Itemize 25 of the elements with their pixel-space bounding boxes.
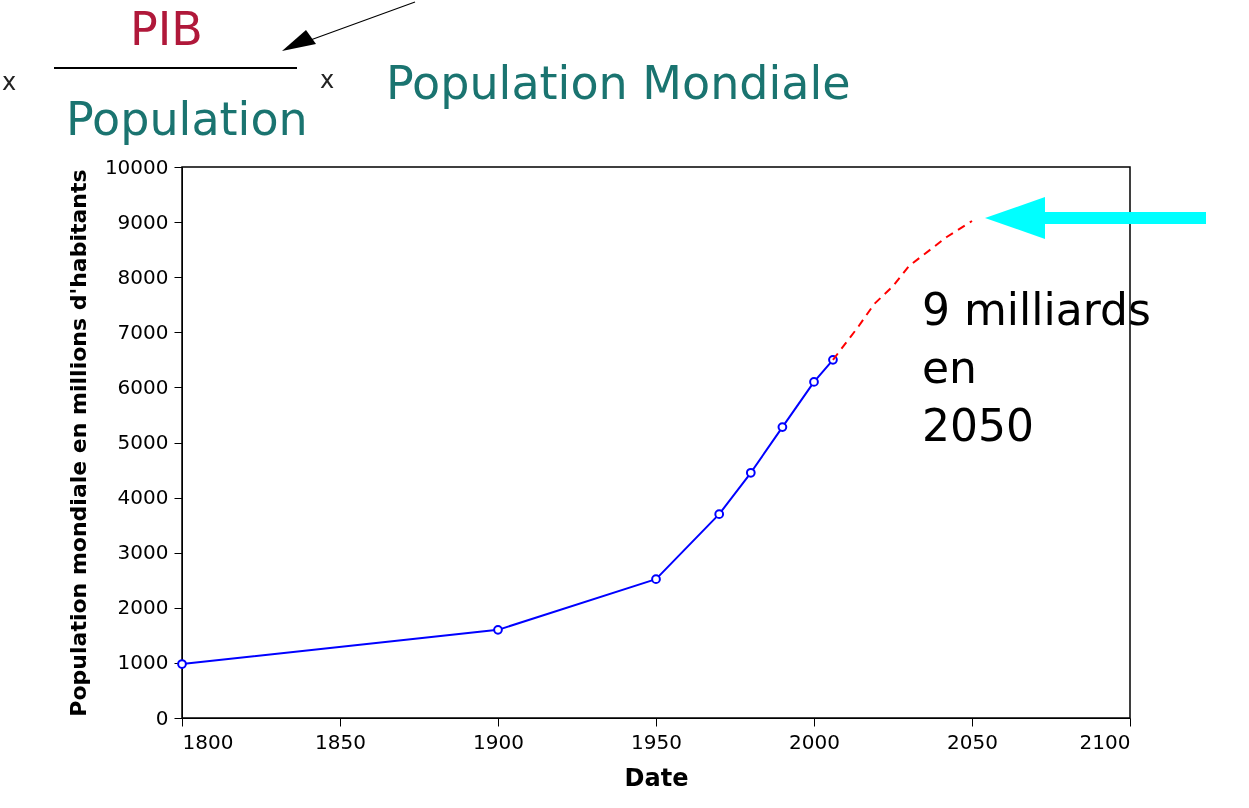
text: x	[320, 66, 335, 94]
y-axis-title: Population mondiale en millions d'habitants	[65, 169, 91, 717]
y-tick-label: 8000	[117, 264, 169, 289]
y-tick-label: 0	[155, 705, 169, 730]
y-tick-label: 10000	[104, 154, 169, 179]
y-tick-label: 6000	[117, 374, 169, 399]
x-tick-label: 2000	[789, 729, 840, 754]
x-tick-label: 1850	[315, 729, 366, 754]
y-tick-label: 1000	[117, 650, 169, 675]
x-tick-label: 1900	[473, 729, 524, 754]
text: PIB	[130, 2, 203, 56]
y-tick-label: 7000	[117, 319, 169, 344]
x-tick-label: 2050	[947, 729, 998, 754]
text: Population Mondiale	[386, 56, 851, 110]
text: Population	[66, 92, 308, 146]
x-axis-title: Date	[624, 763, 689, 792]
text: x	[2, 68, 17, 96]
y-tick-label: 4000	[117, 485, 169, 510]
x-tick-label: 1800	[182, 729, 234, 754]
y-tick-label: 3000	[117, 540, 169, 565]
y-tick-label: 9000	[117, 209, 169, 234]
y-tick-label: 5000	[117, 430, 169, 454]
y-tick-label: 2000	[117, 595, 169, 620]
x-tick-label: 1950	[631, 729, 682, 754]
x-tick-label: 2100	[1079, 729, 1131, 754]
